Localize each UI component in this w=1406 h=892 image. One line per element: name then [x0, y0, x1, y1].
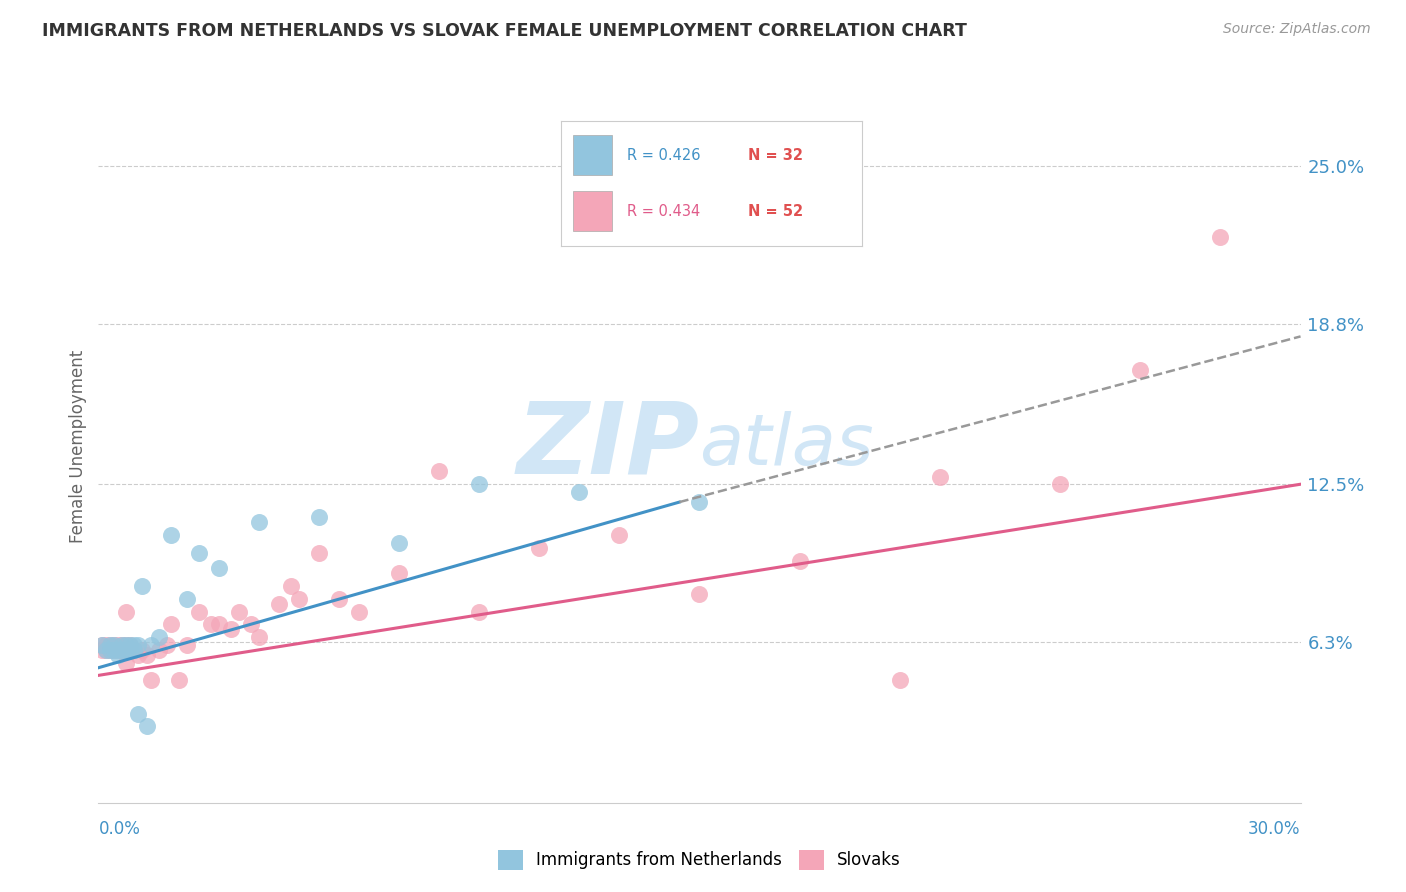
Point — [91, 643, 114, 657]
Point — [929, 469, 952, 483]
Point — [568, 484, 591, 499]
Point — [103, 638, 125, 652]
Point — [91, 638, 114, 652]
Point — [107, 643, 129, 657]
Point — [159, 617, 181, 632]
Point — [148, 630, 170, 644]
Point — [308, 510, 330, 524]
Point — [347, 605, 370, 619]
Point — [1129, 362, 1152, 376]
Point — [388, 566, 411, 581]
Point — [388, 536, 411, 550]
Point — [228, 605, 250, 619]
Y-axis label: Female Unemployment: Female Unemployment — [69, 350, 87, 542]
Point — [468, 477, 491, 491]
Point — [176, 591, 198, 606]
Point — [120, 643, 142, 657]
Point — [247, 516, 270, 530]
Point — [529, 541, 551, 555]
Point — [1209, 230, 1232, 244]
Point — [103, 638, 125, 652]
Text: atlas: atlas — [700, 411, 875, 481]
Point — [120, 643, 142, 657]
Point — [120, 638, 142, 652]
Point — [239, 617, 262, 632]
Text: Source: ZipAtlas.com: Source: ZipAtlas.com — [1223, 22, 1371, 37]
Point — [159, 528, 181, 542]
Point — [427, 465, 450, 479]
Point — [111, 643, 134, 657]
Text: IMMIGRANTS FROM NETHERLANDS VS SLOVAK FEMALE UNEMPLOYMENT CORRELATION CHART: IMMIGRANTS FROM NETHERLANDS VS SLOVAK FE… — [42, 22, 967, 40]
Point — [103, 643, 125, 657]
Text: 0.0%: 0.0% — [98, 820, 141, 838]
Point — [96, 638, 118, 652]
Point — [111, 643, 134, 657]
Point — [468, 605, 491, 619]
Point — [288, 591, 311, 606]
Legend: Immigrants from Netherlands, Slovaks: Immigrants from Netherlands, Slovaks — [491, 843, 908, 877]
Point — [200, 617, 222, 632]
Point — [280, 579, 302, 593]
Point — [148, 643, 170, 657]
Point — [167, 673, 190, 688]
Text: ZIP: ZIP — [516, 398, 700, 494]
Point — [131, 643, 153, 657]
Point — [139, 638, 162, 652]
Point — [103, 643, 125, 657]
Point — [689, 495, 711, 509]
Point — [124, 643, 146, 657]
Point — [187, 546, 209, 560]
Point — [889, 673, 911, 688]
Point — [100, 638, 122, 652]
Point — [208, 561, 231, 575]
Point — [96, 643, 118, 657]
Text: 30.0%: 30.0% — [1249, 820, 1301, 838]
Point — [111, 638, 134, 652]
Point — [219, 623, 242, 637]
Point — [1049, 477, 1071, 491]
Point — [328, 591, 350, 606]
Point — [124, 638, 146, 652]
Point — [91, 638, 114, 652]
Point — [135, 648, 157, 662]
Point — [115, 643, 138, 657]
Point — [247, 630, 270, 644]
Point — [131, 579, 153, 593]
Point — [208, 617, 231, 632]
Point — [115, 605, 138, 619]
Point — [107, 638, 129, 652]
Point — [139, 673, 162, 688]
Point — [96, 643, 118, 657]
Point — [128, 706, 150, 721]
Point — [115, 656, 138, 670]
Point — [267, 597, 290, 611]
Point — [128, 638, 150, 652]
Point — [187, 605, 209, 619]
Point — [115, 638, 138, 652]
Point — [107, 643, 129, 657]
Point — [689, 587, 711, 601]
Point — [111, 638, 134, 652]
Point — [308, 546, 330, 560]
Point — [124, 643, 146, 657]
Point — [107, 648, 129, 662]
Point — [609, 528, 631, 542]
Point — [789, 554, 811, 568]
Point — [176, 638, 198, 652]
Point — [100, 643, 122, 657]
Point — [135, 719, 157, 733]
Point — [128, 648, 150, 662]
Point — [100, 638, 122, 652]
Point — [100, 643, 122, 657]
Point — [115, 638, 138, 652]
Point — [155, 638, 177, 652]
Point — [120, 638, 142, 652]
